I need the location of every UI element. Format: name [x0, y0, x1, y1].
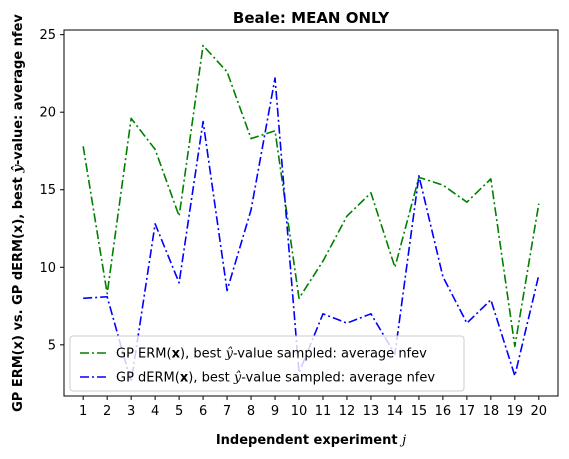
x-tick-label: 12	[339, 404, 356, 419]
x-tick-label: 6	[199, 404, 207, 419]
x-tick-label: 3	[127, 404, 135, 419]
x-tick-label: 14	[387, 404, 404, 419]
x-tick-label: 13	[363, 404, 380, 419]
x-tick-label: 19	[507, 404, 524, 419]
y-tick-label: 10	[39, 261, 56, 276]
y-tick-label: 20	[39, 106, 56, 121]
y-tick-label: 25	[39, 28, 56, 43]
x-tick-label: 10	[291, 404, 308, 419]
legend-label-1: GP ERM(x), best ŷ-value sampled: average…	[116, 347, 427, 362]
x-tick-label: 5	[175, 404, 183, 419]
y-tick-label: 15	[39, 183, 56, 198]
y-tick-label: 5	[48, 338, 56, 353]
x-tick-label: 8	[247, 404, 255, 419]
x-tick-label: 18	[483, 404, 500, 419]
x-tick-label: 17	[459, 404, 476, 419]
x-tick-label: 2	[103, 404, 111, 419]
x-tick-label: 11	[315, 404, 332, 419]
plot-frame	[63, 29, 559, 397]
x-tick-label: 7	[223, 404, 231, 419]
y-axis-label: GP ERM(x) vs. GP dERM(x), best ŷ-value: …	[11, 14, 26, 412]
legend-label-2: GP dERM(x), best ŷ-value sampled: averag…	[116, 371, 435, 386]
chart-title: Beale: MEAN ONLY	[233, 9, 390, 27]
series-line-1	[82, 44, 540, 348]
x-tick-label: 1	[79, 404, 87, 419]
x-axis-label: Independent experiment j	[216, 433, 406, 448]
legend-box	[69, 335, 465, 392]
x-tick-label: 20	[531, 404, 548, 419]
legend: GP ERM(x), best ŷ-value sampled: average…	[69, 335, 465, 392]
x-tick-label: 9	[271, 404, 279, 419]
x-tick-label: 16	[435, 404, 452, 419]
x-tick-label: 4	[151, 404, 159, 419]
x-tick-label: 15	[411, 404, 428, 419]
